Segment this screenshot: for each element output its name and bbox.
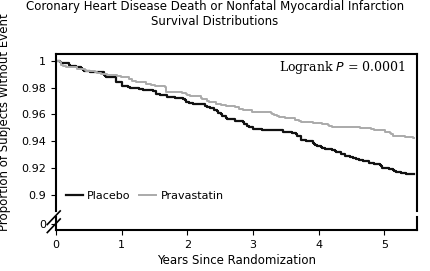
Placebo (233, 117, 238, 120)
Line: Pravastatin: Pravastatin (56, 61, 414, 138)
Pravastatin (53, 59, 58, 63)
Text: Logrank $P$ = 0.0001: Logrank $P$ = 0.0001 (280, 59, 406, 76)
Pravastatin (237, 108, 242, 111)
Legend: Placebo, Pravastatin: Placebo, Pravastatin (61, 186, 228, 205)
Pravastatin (411, 137, 416, 140)
Pravastatin (411, 137, 416, 140)
Pravastatin (164, 90, 169, 93)
Text: Proportion of Subjects Without Event: Proportion of Subjects Without Event (0, 13, 11, 231)
Placebo (311, 143, 316, 146)
Placebo (183, 98, 188, 101)
Placebo (319, 145, 324, 149)
X-axis label: Years Since Randomization: Years Since Randomization (157, 254, 316, 267)
Placebo (322, 147, 327, 150)
Placebo (357, 159, 362, 162)
Text: Coronary Heart Disease Death or Nonfatal Myocardial Infarction
Survival Distribu: Coronary Heart Disease Death or Nonfatal… (26, 0, 404, 28)
Placebo (411, 173, 416, 176)
Line: Placebo: Placebo (56, 61, 414, 175)
Placebo (53, 59, 58, 63)
Pravastatin (270, 112, 275, 116)
Pravastatin (60, 64, 65, 67)
Pravastatin (221, 104, 226, 107)
Placebo (408, 173, 414, 176)
Pravastatin (218, 103, 224, 106)
